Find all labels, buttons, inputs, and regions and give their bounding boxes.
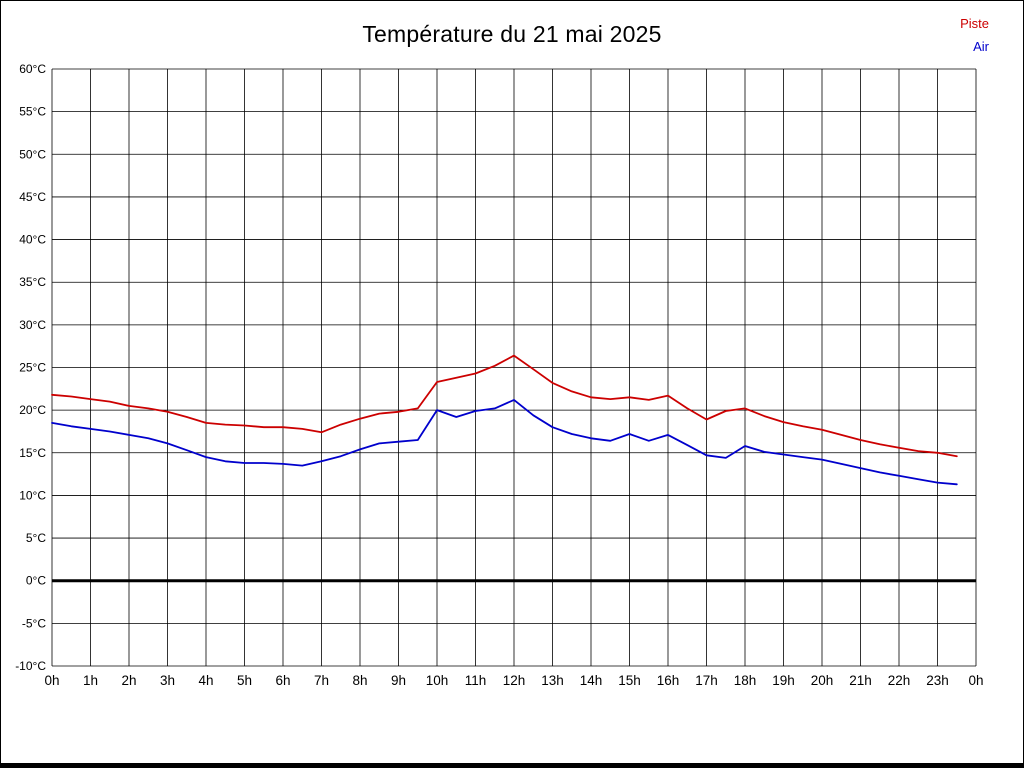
series-line-piste	[51, 354, 958, 458]
legend-item-air: Air	[973, 38, 989, 54]
x-tick-label: 16h	[657, 673, 680, 688]
y-tick-label: 60°C	[19, 62, 46, 76]
y-tick-label: 55°C	[19, 105, 46, 119]
x-tick-label: 5h	[237, 673, 252, 688]
x-tick-label: 11h	[465, 673, 487, 688]
y-tick-label: 20°C	[19, 403, 46, 417]
y-tick-label: -5°C	[22, 616, 46, 630]
x-tick-label: 22h	[888, 673, 911, 688]
x-tick-label: 17h	[695, 673, 718, 688]
y-tick-label: 0°C	[26, 574, 46, 588]
x-tick-label: 19h	[772, 673, 795, 688]
y-tick-label: 50°C	[19, 147, 46, 161]
x-tick-label: 9h	[391, 673, 406, 688]
x-tick-label: 3h	[160, 673, 175, 688]
y-tick-label: 10°C	[19, 488, 46, 502]
y-tick-label: 40°C	[19, 233, 46, 247]
x-tick-label: 13h	[541, 673, 564, 688]
x-tick-label: 12h	[503, 673, 526, 688]
y-tick-label: 30°C	[19, 318, 46, 332]
y-tick-label: 25°C	[19, 361, 46, 375]
x-tick-label: 0h	[968, 673, 983, 688]
x-tick-label: 2h	[121, 673, 136, 688]
legend-item-piste: Piste	[960, 16, 989, 31]
x-tick-label: 20h	[811, 673, 834, 688]
x-tick-label: 6h	[275, 673, 290, 688]
x-tick-label: 10h	[426, 673, 449, 688]
chart-title: Température du 21 mai 2025	[362, 21, 662, 47]
series-line-air	[51, 398, 958, 486]
x-tick-label: 8h	[352, 673, 367, 688]
x-tick-label: 23h	[926, 673, 949, 688]
chart-legend: Piste Air	[960, 13, 989, 59]
x-tick-label: 1h	[83, 673, 98, 688]
x-tick-label: 15h	[618, 673, 641, 688]
y-tick-label: 5°C	[26, 531, 46, 545]
y-tick-label: 15°C	[19, 446, 46, 460]
x-tick-label: 7h	[314, 673, 329, 688]
x-tick-label: 0h	[44, 673, 59, 688]
x-tick-label: 18h	[734, 673, 757, 688]
x-tick-label: 14h	[580, 673, 603, 688]
x-tick-label: 21h	[849, 673, 872, 688]
x-tick-label: 4h	[198, 673, 213, 688]
y-tick-label: 45°C	[19, 190, 46, 204]
y-tick-label: 35°C	[19, 275, 46, 289]
y-tick-label: -10°C	[15, 659, 46, 673]
